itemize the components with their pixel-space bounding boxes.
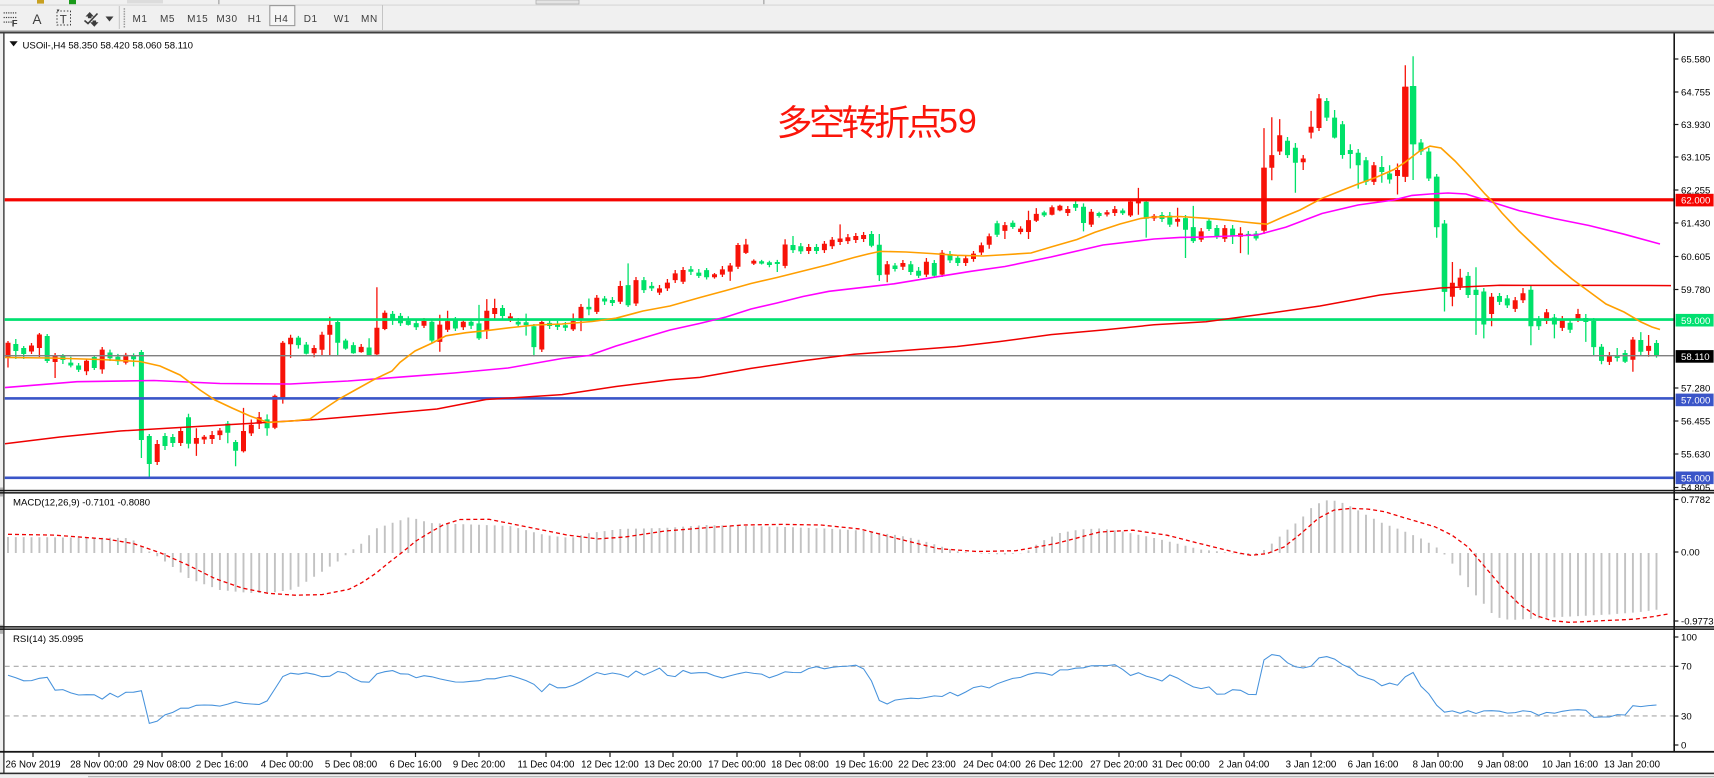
svg-text:57.280: 57.280 [1681,383,1710,394]
svg-text:28 Nov 00:00: 28 Nov 00:00 [70,759,128,770]
svg-text:59.000: 59.000 [1681,316,1710,327]
svg-text:61.430: 61.430 [1681,218,1710,229]
svg-text:24 Dec 04:00: 24 Dec 04:00 [963,759,1021,770]
svg-text:63.105: 63.105 [1681,152,1710,163]
svg-text:11 Dec 04:00: 11 Dec 04:00 [518,759,576,770]
svg-text:62.255: 62.255 [1681,185,1710,196]
svg-text:5 Dec 08:00: 5 Dec 08:00 [325,759,378,770]
svg-text:70: 70 [1681,662,1692,673]
svg-text:T: T [60,14,67,26]
svg-text:64.755: 64.755 [1681,87,1710,98]
svg-text:2 Dec 16:00: 2 Dec 16:00 [196,759,249,770]
svg-text:3 Jan 12:00: 3 Jan 12:00 [1286,759,1337,770]
svg-text:55.630: 55.630 [1681,449,1710,460]
svg-text:57.000: 57.000 [1681,396,1710,407]
svg-text:29 Nov 08:00: 29 Nov 08:00 [133,759,191,770]
svg-text:13 Jan 20:00: 13 Jan 20:00 [1604,759,1661,770]
svg-text:27 Dec 20:00: 27 Dec 20:00 [1090,759,1148,770]
svg-text:RSI(14) 35.0995: RSI(14) 35.0995 [13,634,83,645]
svg-text:H1: H1 [248,14,262,25]
svg-text:8 Jan 00:00: 8 Jan 00:00 [1413,759,1464,770]
svg-text:USOil-,H4 58.350 58.420 58.06: USOil-,H4 58.350 58.420 58.060 58.110 [23,41,194,52]
svg-text:MACD(12,26,9) -0.7101 -0.8080: MACD(12,26,9) -0.7101 -0.8080 [13,498,150,509]
svg-text:18 Dec 08:00: 18 Dec 08:00 [771,759,829,770]
svg-text:63.930: 63.930 [1681,120,1710,131]
svg-text:0.7782: 0.7782 [1681,495,1710,506]
svg-text:6 Dec 16:00: 6 Dec 16:00 [389,759,442,770]
svg-text:30: 30 [1681,711,1692,722]
svg-text:F: F [12,18,18,29]
svg-text:M30: M30 [216,14,237,25]
svg-text:65.580: 65.580 [1681,54,1710,65]
svg-text:2 Jan 04:00: 2 Jan 04:00 [1219,759,1270,770]
svg-text:12 Dec 12:00: 12 Dec 12:00 [581,759,639,770]
svg-text:MN: MN [361,14,378,25]
svg-text:D1: D1 [304,14,318,25]
svg-text:A: A [33,12,42,27]
svg-text:M5: M5 [160,14,175,25]
svg-text:13 Dec 20:00: 13 Dec 20:00 [644,759,702,770]
svg-text:4 Dec 00:00: 4 Dec 00:00 [261,759,314,770]
svg-text:31 Dec 00:00: 31 Dec 00:00 [1152,759,1210,770]
svg-text:55.000: 55.000 [1681,473,1710,484]
svg-text:M1: M1 [132,14,147,25]
svg-text:M15: M15 [187,14,208,25]
svg-text:100: 100 [1681,632,1697,643]
svg-text:62.000: 62.000 [1681,196,1710,207]
svg-text:0.00: 0.00 [1681,547,1700,558]
svg-text:19 Dec 16:00: 19 Dec 16:00 [835,759,893,770]
svg-text:22 Dec 23:00: 22 Dec 23:00 [898,759,956,770]
svg-text:26 Nov 2019: 26 Nov 2019 [6,759,61,770]
svg-text:26 Dec 12:00: 26 Dec 12:00 [1025,759,1083,770]
svg-text:9 Dec 20:00: 9 Dec 20:00 [453,759,506,770]
svg-text:56.455: 56.455 [1681,416,1710,427]
svg-text:H4: H4 [274,14,288,25]
svg-text:17 Dec 00:00: 17 Dec 00:00 [708,759,766,770]
svg-text:59.780: 59.780 [1681,285,1710,296]
svg-text:10 Jan 16:00: 10 Jan 16:00 [1542,759,1599,770]
svg-text:60.605: 60.605 [1681,252,1710,263]
svg-text:9 Jan 08:00: 9 Jan 08:00 [1478,759,1529,770]
svg-text:-0.9773: -0.9773 [1681,616,1714,627]
svg-text:54.805: 54.805 [1681,483,1710,494]
svg-text:W1: W1 [334,14,350,25]
svg-text:58.110: 58.110 [1681,352,1710,363]
svg-text:6 Jan 16:00: 6 Jan 16:00 [1348,759,1399,770]
svg-text:59: 59 [939,103,977,141]
svg-text:0: 0 [1681,740,1686,751]
